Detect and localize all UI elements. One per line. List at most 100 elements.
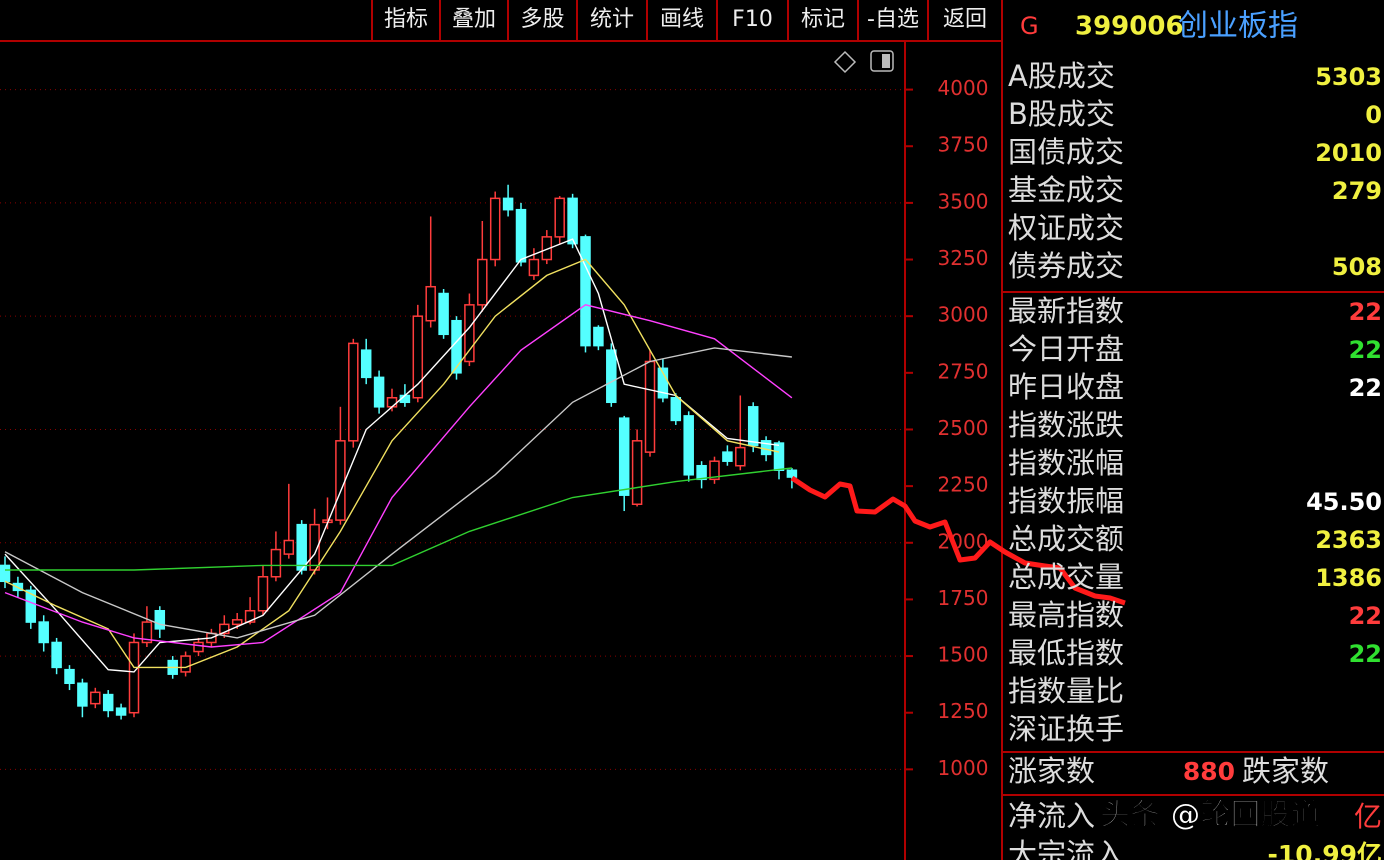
candle-body: [528, 258, 540, 277]
row-value: 5303: [1315, 63, 1382, 91]
toolbar-button[interactable]: 叠加: [452, 7, 496, 32]
candle-body: [747, 406, 759, 447]
index-name: 创业板指: [1178, 9, 1298, 44]
row-value: 279: [1332, 177, 1382, 205]
candle-body: [128, 641, 140, 714]
row-label: 权证成交: [1008, 211, 1124, 245]
candle-body: [580, 236, 591, 347]
net-inflow-label: 净流入: [1008, 799, 1095, 833]
toolbar-button[interactable]: 指标: [384, 7, 428, 32]
moving-average-line: [4, 304, 793, 648]
candle-body: [773, 442, 785, 472]
row-label: 总成交额: [1008, 522, 1124, 556]
candle-body: [412, 315, 424, 399]
toolbar-button[interactable]: F10: [732, 7, 773, 32]
block-inflow-label: 大宗流入: [1008, 837, 1124, 860]
row-label: 指数振幅: [1008, 484, 1124, 518]
row-label: 最高指数: [1008, 598, 1124, 632]
candle-body: [141, 621, 153, 644]
row-label: 昨日收盘: [1008, 370, 1124, 404]
net-inflow-value: 亿: [1354, 800, 1382, 833]
row-value: 22: [1349, 374, 1382, 402]
candle-body: [618, 417, 630, 496]
candle-body: [283, 539, 295, 555]
candle-body: [373, 376, 385, 408]
candle-body: [219, 623, 230, 635]
candle-body: [244, 609, 256, 623]
diamond-icon[interactable]: [833, 50, 857, 74]
row-value: 2363: [1315, 526, 1382, 554]
window-icon[interactable]: [870, 50, 894, 72]
candle-body: [0, 564, 11, 583]
row-value: 22: [1349, 336, 1382, 364]
y-tick-label: 1000: [938, 756, 989, 780]
candle-body: [51, 641, 62, 669]
candle-body: [606, 349, 617, 404]
y-tick-label: 3500: [938, 189, 989, 213]
y-tick-label: 1750: [938, 586, 989, 610]
toolbar-button[interactable]: 多股: [520, 7, 564, 32]
candle-body: [696, 464, 707, 481]
candle-body: [231, 619, 243, 626]
toolbar-button[interactable]: -自选: [867, 7, 919, 32]
y-tick-label: 1250: [938, 699, 989, 723]
candle-body: [115, 707, 127, 716]
moving-average-line: [4, 238, 780, 673]
candle-body: [502, 197, 514, 211]
block-inflow-value: -10.99亿: [1268, 840, 1382, 860]
toolbar-button[interactable]: 标记: [801, 7, 845, 32]
candle-body: [438, 292, 449, 336]
row-value: 1386: [1315, 564, 1382, 592]
watermark: 头条 @轮回股道: [1100, 798, 1320, 833]
candle-body: [477, 258, 488, 306]
candle-body: [360, 349, 372, 379]
candle-body: [296, 523, 307, 571]
index-code: 399006: [1075, 12, 1184, 42]
candle-body: [554, 197, 565, 238]
row-value: 508: [1332, 253, 1382, 281]
row-value: 22: [1349, 298, 1382, 326]
candle-body: [515, 208, 527, 263]
y-tick-label: 2250: [938, 473, 989, 497]
candle-body: [464, 304, 475, 363]
candle-body: [670, 397, 682, 422]
row-label: B股成交: [1008, 97, 1115, 131]
hand-drawn-forecast: [790, 475, 1126, 606]
row-label: 最新指数: [1008, 294, 1124, 328]
row-value: 45.50: [1306, 488, 1382, 516]
candle-body: [64, 668, 75, 685]
row-label: 指数量比: [1008, 674, 1124, 708]
candle-body: [593, 326, 604, 347]
y-tick-label: 4000: [938, 76, 989, 100]
row-value: 2010: [1315, 139, 1382, 167]
candle-body: [786, 469, 798, 478]
candle-body: [77, 682, 88, 707]
candle-body: [631, 440, 643, 505]
y-tick-label: 3000: [938, 303, 989, 327]
row-label: 基金成交: [1008, 173, 1124, 207]
code-prefix: G: [1020, 12, 1039, 40]
candle-body: [38, 621, 49, 644]
up-count: 880: [1183, 757, 1235, 786]
candle-body: [425, 285, 436, 322]
row-label: 今日开盘: [1008, 332, 1124, 366]
candle-body: [709, 460, 720, 481]
candle-body: [154, 609, 166, 630]
candle-body: [735, 446, 746, 467]
candle-body: [348, 342, 359, 442]
candle-body: [257, 576, 269, 612]
toolbar-button[interactable]: 返回: [943, 7, 987, 32]
row-value: 0: [1365, 101, 1382, 129]
toolbar-button[interactable]: 画线: [660, 7, 704, 32]
candle-body: [683, 415, 694, 476]
moving-average-line: [4, 258, 780, 669]
candle-body: [644, 360, 656, 453]
candle-body: [335, 440, 346, 521]
toolbar-button[interactable]: 统计: [590, 7, 634, 32]
ui: G 399006 创业板指 涨家数 880 跌家数 净流入 亿 大宗流入 -10…: [371, 0, 1382, 860]
y-tick-label: 1500: [938, 643, 989, 667]
candle-body: [722, 451, 733, 462]
row-label: 总成交量: [1008, 560, 1124, 594]
